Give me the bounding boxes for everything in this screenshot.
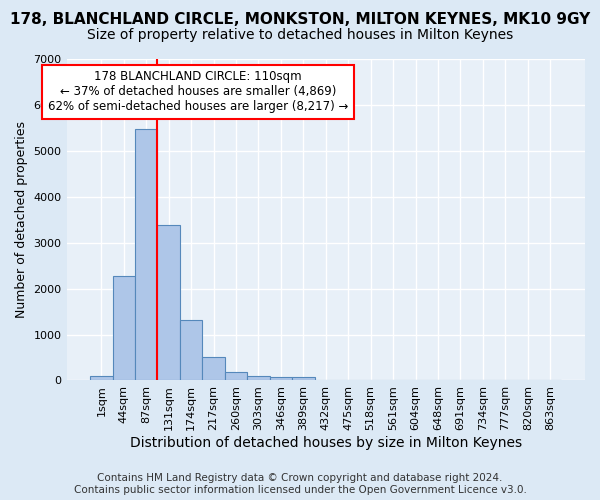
Bar bbox=[180, 320, 202, 380]
Bar bbox=[247, 376, 269, 380]
Bar bbox=[292, 378, 314, 380]
Text: 178, BLANCHLAND CIRCLE, MONKSTON, MILTON KEYNES, MK10 9GY: 178, BLANCHLAND CIRCLE, MONKSTON, MILTON… bbox=[10, 12, 590, 28]
Bar bbox=[157, 225, 180, 380]
Text: Size of property relative to detached houses in Milton Keynes: Size of property relative to detached ho… bbox=[87, 28, 513, 42]
Text: 178 BLANCHLAND CIRCLE: 110sqm
← 37% of detached houses are smaller (4,869)
62% o: 178 BLANCHLAND CIRCLE: 110sqm ← 37% of d… bbox=[47, 70, 348, 114]
X-axis label: Distribution of detached houses by size in Milton Keynes: Distribution of detached houses by size … bbox=[130, 436, 522, 450]
Bar bbox=[135, 129, 157, 380]
Text: Contains HM Land Registry data © Crown copyright and database right 2024.
Contai: Contains HM Land Registry data © Crown c… bbox=[74, 474, 526, 495]
Bar bbox=[225, 372, 247, 380]
Bar bbox=[202, 357, 225, 380]
Bar bbox=[113, 276, 135, 380]
Y-axis label: Number of detached properties: Number of detached properties bbox=[15, 121, 28, 318]
Bar bbox=[269, 377, 292, 380]
Bar bbox=[90, 376, 113, 380]
